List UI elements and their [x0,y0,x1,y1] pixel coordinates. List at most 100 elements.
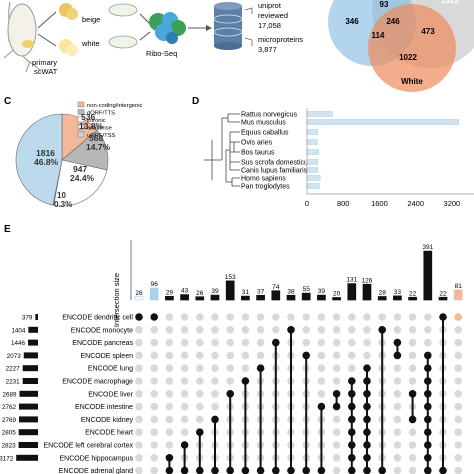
venn-value: 473 [421,27,435,36]
intersection-bar [271,290,281,301]
label-primary: primary [32,58,57,67]
matrix-dot-empty [363,326,371,334]
set-label: ENCODE lung [88,366,133,373]
species-label: Sus scrofa domesticus [241,160,312,167]
set-label: ENCODE hippocampus [59,455,133,462]
matrix-dot-empty [150,402,158,411]
species-bar [306,139,318,145]
set-label: ENCODE dendritic cell [62,315,133,322]
set-size-label: 1446 [11,340,26,347]
pie-label: 536 [81,112,95,122]
matrix-dot-empty [196,326,204,334]
matrix-dot-empty [180,338,189,347]
matrix-dot-empty [363,351,371,360]
panel-letter: E [4,224,11,235]
mouse-body [7,3,37,57]
matrix-dot-empty [332,415,341,424]
matrix-dot-empty [150,364,158,373]
intersection-bar [301,292,311,301]
bar-value-label: 38 [287,288,295,295]
matrix-dot-empty [348,326,356,334]
set-size-bars: ENCODE dendritic cell ENCODE monocyte ENCO… [0,314,134,474]
set-label: ENCODE left cerebral cortex [44,443,134,450]
matrix-dot-empty [165,364,174,373]
arrowhead [206,25,212,31]
bar-value-label: 22 [439,290,447,297]
matrix-dot-empty [454,377,463,385]
intersection-bar [241,295,250,301]
matrix-dot-empty [408,338,417,347]
matrix-dot-empty [196,364,204,373]
pie-label: 1816 [36,148,55,158]
matrix-dot-empty [454,351,463,360]
matrix-dot-empty [165,313,174,321]
panel-a: beige white primary scWAT Ribo-Seq [3,1,303,76]
matrix-dot-empty [135,441,143,449]
matrix-dot-empty [180,390,189,398]
matrix-dot-empty [348,364,356,373]
venn-value: 346 [345,17,359,26]
pie-label: 568 [89,133,103,143]
set-size-bar [35,314,38,320]
x-tick-label: 800 [337,199,350,208]
matrix-dot-empty [408,313,417,321]
matrix-dot-empty [150,466,158,474]
venn-value: 1022 [399,53,417,62]
legend-label: uORF/TSS [87,133,115,139]
venn-circle-orange [368,4,456,92]
arrow-to-ribosome [139,13,151,25]
intersection-bar [347,283,357,301]
matrix-dot-empty [180,351,189,360]
species-label: Bos taurus [241,150,275,157]
set-label: ENCODE pancreas [72,340,133,347]
matrix-dot-empty [226,313,234,321]
bar-value-label: 37 [257,288,265,295]
matrix-dot-empty [424,313,432,321]
matrix-dot-empty [348,338,356,347]
matrix-dot-filled [408,415,417,424]
matrix-dot-empty [180,377,189,385]
matrix-dot-empty [454,466,462,474]
matrix-dot-empty [348,351,356,360]
species-label: Ovis aries [241,140,273,147]
intersection-bars: 26 96 29 43 26 39 153 31 37 74 38 55 39 20 131 126 28 33 2… [134,244,463,301]
label-white: white [81,39,100,48]
matrix-dot-empty [180,402,189,411]
matrix-dot-empty [332,351,341,360]
bar-value-label: 22 [409,290,417,297]
ribosome-icon [149,12,186,44]
matrix-dot-empty [196,313,204,321]
uniprot-line3: 17,058 [258,21,281,30]
matrix-dot-empty [454,454,463,462]
matrix-dot-empty [454,390,463,398]
set-size-label: 2689 [2,391,17,398]
set-size-bar [18,416,38,423]
set-label: ENCODE adrenal gland [59,468,133,474]
micro-line2: 3,877 [258,45,277,54]
legend-label: dORF/TTS [87,111,115,117]
matrix-dot-empty [150,441,158,449]
matrix-dot-empty [408,466,417,474]
label-riboseq: Ribo-Seq [146,49,177,58]
set-size-bar [22,378,38,384]
set-size-label: 2073 [7,353,22,360]
matrix-dot-empty [211,338,219,347]
matrix-dot-empty [150,338,158,347]
matrix-dot-empty [180,415,189,424]
intersection-bar [149,287,159,301]
matrix-dot-empty [135,454,143,462]
pie-label: 947 [73,164,87,174]
panel-letter: C [4,96,11,107]
matrix-dot-empty [393,326,402,334]
bar-value-label: 81 [455,283,463,290]
pie-slice [15,113,63,206]
set-label: ENCODE kidney [81,417,134,424]
species-bar [306,159,319,165]
x-axis-ticks: 0 800 1600 2400 3200 [305,199,460,208]
species-label: Equus caballus [241,130,289,137]
beige-fat-blob [66,8,78,20]
matrix-dot-empty [287,313,295,321]
matrix-dot-empty [135,415,143,424]
species-label: Homo sapiens [241,176,286,183]
matrix-dot-empty [256,326,265,334]
